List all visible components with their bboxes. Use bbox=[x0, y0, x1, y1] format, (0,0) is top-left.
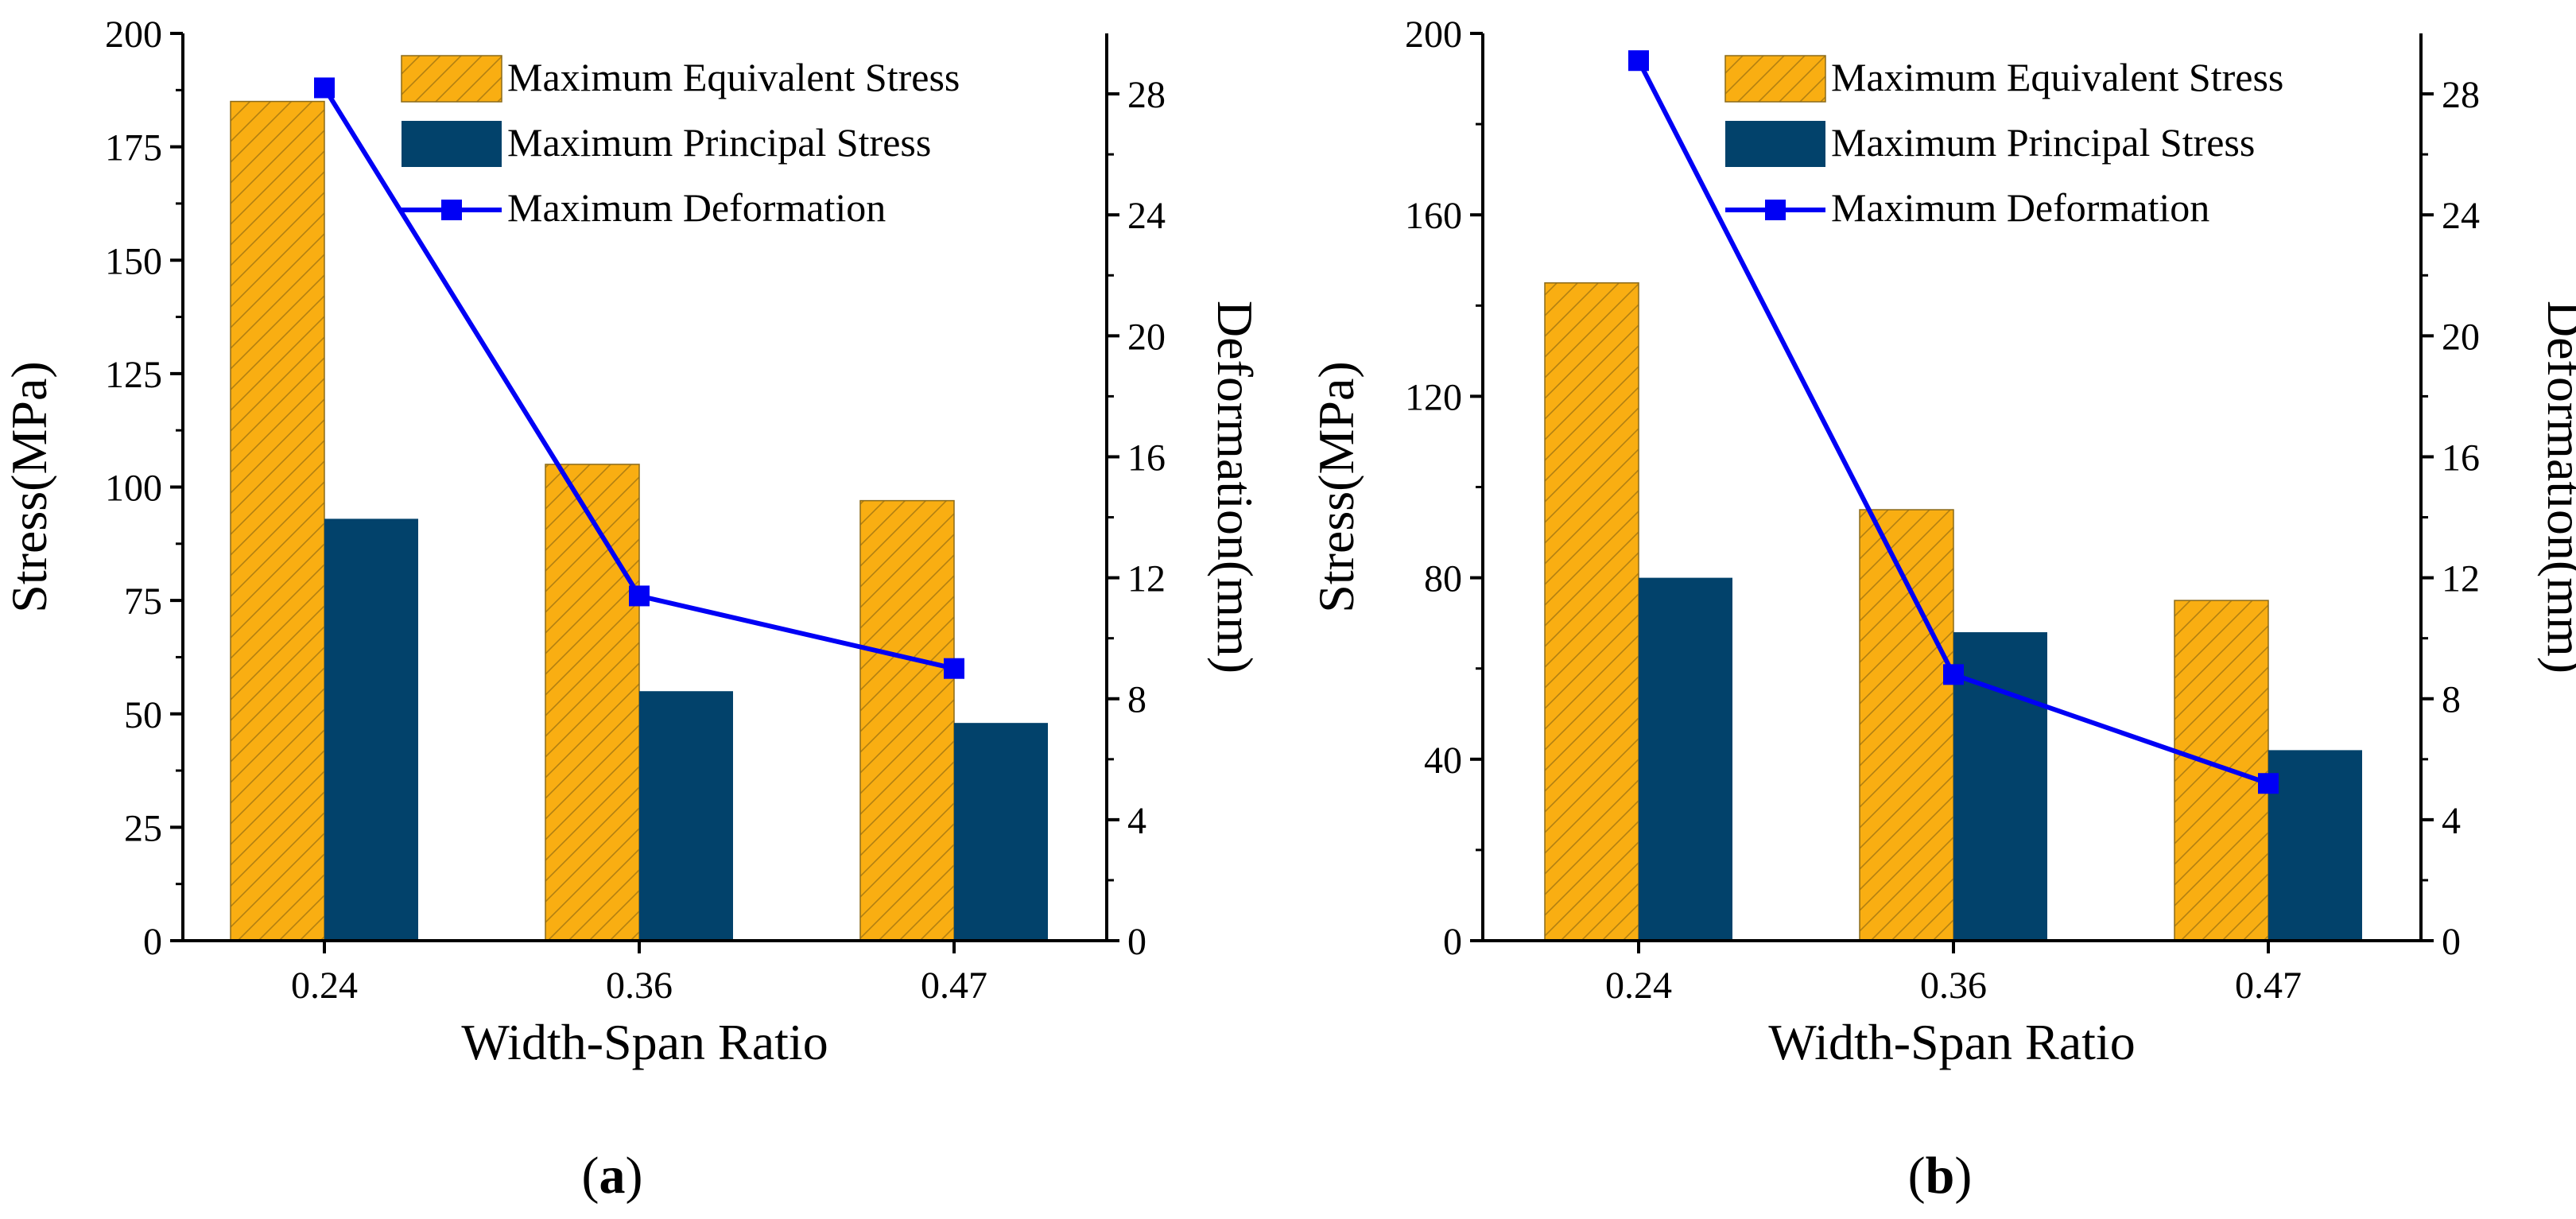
left-y-tick-label-4: 100 bbox=[105, 468, 162, 510]
bar-principal-stress-2 bbox=[2268, 750, 2362, 941]
x-tick-label-2: 0.47 bbox=[921, 965, 987, 1007]
legend-label-equivalent: Maximum Equivalent Stress bbox=[1831, 55, 2283, 99]
caption-letter: b bbox=[1926, 1147, 1955, 1205]
right-y-tick-label-4: 16 bbox=[1127, 437, 1166, 479]
bar-principal-stress-1 bbox=[1953, 632, 2047, 941]
right-y-tick-label-5: 20 bbox=[1127, 316, 1166, 358]
x-tick-label-0: 0.24 bbox=[1605, 965, 1672, 1007]
panel-caption: (a) bbox=[582, 1147, 643, 1205]
caption-open: ( bbox=[1908, 1147, 1926, 1205]
deformation-point-2 bbox=[2258, 773, 2279, 794]
legend-swatch-principal bbox=[402, 121, 502, 167]
left-y-tick-label-0: 0 bbox=[1443, 921, 1462, 963]
x-axis-title: Width-Span Ratio bbox=[1768, 1014, 2135, 1070]
right-y-tick-label-7: 28 bbox=[1127, 74, 1166, 116]
right-y-tick-label-7: 28 bbox=[2442, 74, 2480, 116]
panel-caption: (b) bbox=[1908, 1147, 1973, 1205]
right-y-tick-label-3: 12 bbox=[1127, 558, 1166, 600]
right-y-tick-label-5: 20 bbox=[2442, 316, 2480, 358]
bar-principal-stress-1 bbox=[639, 691, 733, 941]
left-y-tick-label-6: 150 bbox=[105, 240, 162, 282]
bar-principal-stress-0 bbox=[1639, 577, 1732, 941]
caption-close: ) bbox=[626, 1147, 643, 1205]
right-y-tick-label-6: 24 bbox=[1127, 195, 1166, 237]
legend-swatch-deformation-marker bbox=[441, 200, 462, 220]
left-y-tick-label-2: 50 bbox=[124, 694, 162, 736]
chart-panel-a: 0 25 50 75 100 125 150 175 200 0 4 8 12 16 20 24 28 0.24 0… bbox=[1, 14, 1263, 1205]
deformation-point-0 bbox=[1628, 50, 1649, 72]
left-y-axis-title: Stress(MPa) bbox=[1308, 361, 1364, 612]
bar-equivalent-stress-0 bbox=[230, 100, 325, 941]
left-y-tick-label-0: 0 bbox=[143, 921, 162, 963]
right-y-tick-label-1: 4 bbox=[1127, 800, 1146, 842]
x-tick-label-1: 0.36 bbox=[606, 965, 673, 1007]
right-y-tick-label-1: 4 bbox=[2442, 800, 2461, 842]
left-y-tick-label-8: 200 bbox=[105, 14, 162, 56]
legend-swatch-deformation-marker bbox=[1765, 200, 1786, 220]
deformation-point-1 bbox=[629, 585, 650, 607]
legend-label-principal: Maximum Principal Stress bbox=[1831, 120, 2255, 165]
deformation-point-0 bbox=[314, 77, 335, 99]
left-y-axis-title: Stress(MPa) bbox=[1, 361, 57, 612]
caption-close: ) bbox=[1954, 1147, 1972, 1205]
left-y-tick-label-4: 160 bbox=[1405, 195, 1462, 237]
legend-swatch-principal bbox=[1725, 121, 1825, 167]
left-y-tick-label-1: 25 bbox=[124, 807, 162, 849]
x-tick-label-0: 0.24 bbox=[291, 965, 358, 1007]
legend-swatch-equivalent bbox=[1724, 55, 1826, 103]
left-y-tick-label-1: 40 bbox=[1424, 740, 1462, 782]
right-y-tick-label-0: 0 bbox=[2442, 921, 2461, 963]
legend: Maximum Equivalent Stress Maximum Princip… bbox=[401, 55, 960, 230]
caption-letter: a bbox=[599, 1147, 626, 1205]
right-y-tick-label-3: 12 bbox=[2442, 558, 2480, 600]
right-y-axis-title: Deformation(mm) bbox=[1207, 301, 1263, 674]
bar-equivalent-stress-0 bbox=[1544, 282, 1639, 941]
left-y-tick-label-7: 175 bbox=[105, 127, 162, 169]
x-tick-label-2: 0.47 bbox=[2235, 965, 2302, 1007]
bar-principal-stress-2 bbox=[954, 723, 1048, 941]
legend-label-principal: Maximum Principal Stress bbox=[507, 120, 931, 165]
legend-label-equivalent: Maximum Equivalent Stress bbox=[507, 55, 960, 99]
bar-principal-stress-0 bbox=[324, 518, 418, 941]
left-y-tick-label-3: 75 bbox=[124, 580, 162, 623]
bar-equivalent-stress-1 bbox=[545, 464, 640, 941]
right-y-tick-label-2: 8 bbox=[1127, 679, 1146, 721]
deformation-point-2 bbox=[944, 658, 964, 679]
legend-label-deformation: Maximum Deformation bbox=[507, 185, 886, 230]
legend-swatch-equivalent bbox=[401, 55, 502, 103]
caption-open: ( bbox=[582, 1147, 599, 1205]
x-tick-label-1: 0.36 bbox=[1920, 965, 1987, 1007]
left-y-tick-label-3: 120 bbox=[1405, 376, 1462, 418]
right-y-tick-label-0: 0 bbox=[1127, 921, 1146, 963]
x-axis-title: Width-Span Ratio bbox=[461, 1014, 828, 1070]
left-y-tick-label-5: 125 bbox=[105, 354, 162, 396]
right-y-tick-label-6: 24 bbox=[2442, 195, 2480, 237]
legend-label-deformation: Maximum Deformation bbox=[1831, 185, 2209, 230]
bar-equivalent-stress-1 bbox=[1859, 509, 1954, 941]
chart-panel-b: 0 40 80 120 160 200 0 4 8 12 16 20 24 28 0.24 0.36 0.47 W… bbox=[1308, 14, 2576, 1205]
left-y-tick-label-2: 80 bbox=[1424, 558, 1462, 600]
bar-equivalent-stress-2 bbox=[2174, 600, 2269, 941]
right-y-axis-title: Deformation(mm) bbox=[2537, 301, 2576, 674]
deformation-point-1 bbox=[1943, 664, 1964, 685]
right-y-tick-label-4: 16 bbox=[2442, 437, 2480, 479]
bar-equivalent-stress-2 bbox=[859, 499, 955, 941]
legend: Maximum Equivalent Stress Maximum Princip… bbox=[1724, 55, 2283, 230]
right-y-tick-label-2: 8 bbox=[2442, 679, 2461, 721]
left-y-tick-label-5: 200 bbox=[1405, 14, 1462, 56]
